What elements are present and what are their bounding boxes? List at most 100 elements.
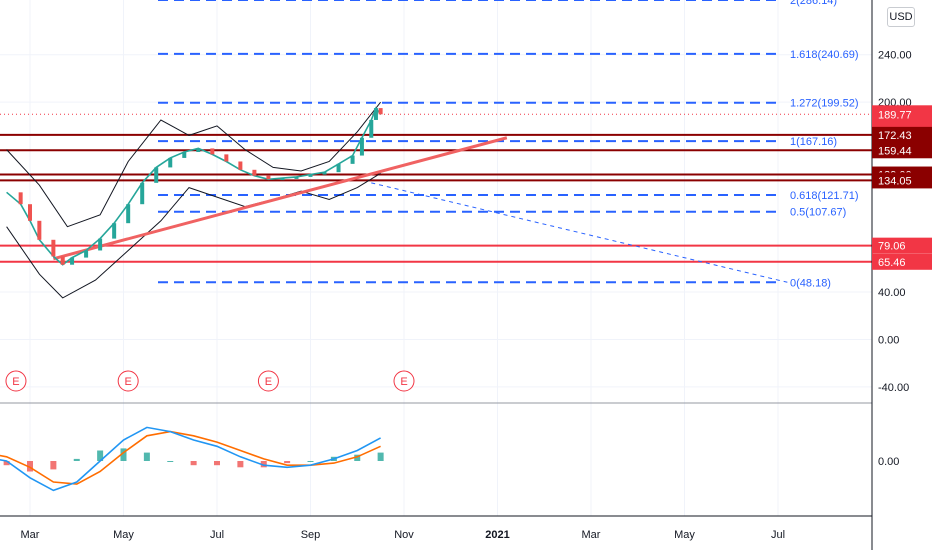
price-candle [154,167,159,183]
price-candle [322,172,327,175]
time-tick-label: May [113,529,134,541]
earnings-marker-label: E [12,376,19,388]
time-tick-label: Jul [210,529,224,541]
macd-line [0,426,381,492]
macd-histogram-bar [143,452,150,461]
price-candle [336,163,341,173]
price-candle [294,176,299,179]
support-price-tag-bg [872,237,932,254]
earnings-marker-label: E [125,376,132,388]
fib-level-label: 1.618(240.69) [790,49,859,61]
price-candle [378,108,383,115]
support-price-tag-bg [872,126,932,143]
earnings-marker-label: E [400,376,407,388]
bollinger-lower [6,172,381,299]
price-candle [112,223,117,239]
time-tick-label: Sep [301,529,321,541]
time-tick-label: Nov [394,529,414,541]
price-candle [196,148,201,152]
price-tick-label: 0.00 [878,334,899,346]
current-price-tag: 189.77 [878,109,912,121]
time-tick-label: May [674,529,695,541]
time-tick-label: Jul [771,529,785,541]
price-tick-label: 240.00 [878,50,912,62]
support-price-tag: 79.06 [878,241,906,253]
price-candle [37,220,42,240]
price-candle [18,192,23,205]
support-price-tag: 134.05 [878,175,912,187]
earnings-marker [257,370,279,392]
earnings-marker [117,370,139,392]
price-candle [84,250,89,258]
price-tags: 189.7703:09:22172.43159.44139.00134.0579… [872,105,932,270]
trend-lines [52,136,788,283]
price-candle [224,154,229,162]
support-price-tag: 159.44 [878,145,912,157]
support-price-tag: 172.43 [878,130,912,142]
price-candle [350,155,355,164]
price-series [6,106,383,266]
price-candle [238,161,243,170]
fib-level-label: 2(286.14) [790,0,837,7]
macd-histogram-bar [354,454,361,461]
price-tick-label: 40.00 [878,287,906,299]
fib-level-label: 0.618(121.71) [790,190,859,202]
price-candle [373,108,378,120]
fib-level-label: 1(167.16) [790,136,837,148]
earnings-marker [5,370,27,392]
macd-histogram-bar [73,458,80,461]
price-tick-label: -40.00 [878,382,909,394]
support-price-tag-bg [872,172,932,189]
price-candle [280,178,285,181]
fib-level-label: 0.5(107.67) [790,207,846,219]
fib-level-label: 1.272(199.52) [790,98,859,110]
price-candle [266,175,271,180]
time-tick-label: Mar [21,529,40,541]
macd-histogram-bar [237,461,244,468]
macd-histogram-bar [167,461,174,462]
macd-panel: 0.00 [0,402,899,492]
price-candle [60,256,65,265]
earnings-marker [393,370,415,392]
price-candle [51,239,56,257]
price-candle [168,157,173,168]
price-candle [28,204,32,221]
time-tick-label: Mar [582,529,601,541]
macd-histogram-bar [260,461,267,468]
price-candle [252,169,257,176]
price-candle [70,257,75,265]
support-lines [0,113,872,263]
support-price-tag-bg [872,142,932,159]
support-price-tag: 65.46 [878,257,906,269]
support-price-tag-bg [872,253,932,270]
time-tick-label: 2021 [485,529,509,541]
macd-histogram-bar [97,450,104,461]
price-candle [210,148,215,155]
price-candle [126,204,131,224]
price-candle [308,174,313,177]
macd-histogram-bar [190,461,197,466]
trend-line [52,136,508,261]
fib-levels: 2(286.14) 1.618(240.69) 1.272(199.52) 1(167… [158,0,859,289]
macd-histogram-bar [3,461,10,466]
macd-histogram-bar [120,448,127,461]
grid [0,0,872,516]
earnings-marker-label: E [265,376,272,388]
macd-histogram-bar [27,461,33,472]
currency-button[interactable]: USD [887,7,915,27]
projection-line [371,182,788,283]
price-candle [98,238,103,251]
price-candle [359,137,364,156]
fib-level-label: 0(48.18) [790,277,831,289]
macd-zero-label: 0.00 [878,456,899,468]
price-candle [369,119,374,138]
bollinger-bands [6,101,381,299]
macd-histogram-bar [377,452,384,461]
price-candle [140,182,145,205]
macd-histogram-bar [307,461,314,462]
macd-histogram-bar [284,461,291,464]
